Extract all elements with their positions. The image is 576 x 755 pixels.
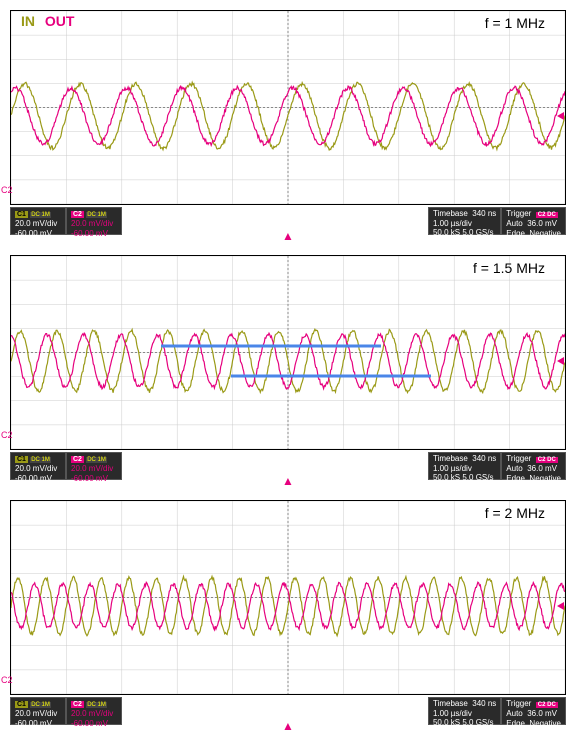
c2-info: C2 DC 1M 20.0 mV/div -60.00 mV — [66, 697, 122, 725]
trigger-marker-icon: ▲ — [282, 229, 294, 243]
ch2-marker: C2 — [1, 185, 13, 195]
freq-label: f = 1 MHz — [485, 15, 545, 31]
scope-panel-0: IN OUT f = 1 MHz C2 ▲ C1 DC 1M 20.0 mV/d — [10, 10, 566, 235]
c2-info: C2 DC 1M 20.0 mV/div -60.00 mV — [66, 207, 122, 235]
trigger-marker-icon: ▲ — [282, 719, 294, 733]
scope-svg — [11, 256, 565, 449]
scope-svg — [11, 501, 565, 694]
c1-info: C1 DC 1M 20.0 mV/div -60.00 mV — [10, 452, 66, 480]
trigger-info: Trigger C2 DC Auto 36.0 mV Edge Negative — [501, 452, 566, 480]
trigger-info: Trigger C2 DC Auto 36.0 mV Edge Negative — [501, 697, 566, 725]
timebase-info: Timebase 340 ns 1.00 µs/div 50.0 kS 5.0 … — [428, 452, 501, 480]
timebase-info: Timebase 340 ns 1.00 µs/div 50.0 kS 5.0 … — [428, 207, 501, 235]
c2-info: C2 DC 1M 20.0 mV/div -60.00 mV — [66, 452, 122, 480]
trigger-marker-icon: ▲ — [282, 474, 294, 488]
legend: IN OUT — [21, 13, 74, 29]
scope-svg — [11, 11, 565, 204]
ch2-marker: C2 — [1, 430, 13, 440]
scope-panel-2: f = 2 MHz C2 ▲ C1 DC 1M 20.0 mV/div -60.… — [10, 500, 566, 725]
scope-screen: f = 2 MHz C2 — [10, 500, 566, 695]
c1-info: C1 DC 1M 20.0 mV/div -60.00 mV — [10, 697, 66, 725]
freq-label: f = 1.5 MHz — [473, 260, 545, 276]
legend-out: OUT — [45, 13, 75, 29]
scope-panel-1: f = 1.5 MHz C2 ▲ C1 DC 1M 20.0 mV/div — [10, 255, 566, 480]
scope-screen: IN OUT f = 1 MHz C2 — [10, 10, 566, 205]
ch2-marker: C2 — [1, 675, 13, 685]
legend-in: IN — [21, 13, 35, 29]
trigger-info: Trigger C2 DC Auto 36.0 mV Edge Negative — [501, 207, 566, 235]
scope-screen: f = 1.5 MHz C2 — [10, 255, 566, 450]
freq-label: f = 2 MHz — [485, 505, 545, 521]
timebase-info: Timebase 340 ns 1.00 µs/div 50.0 kS 5.0 … — [428, 697, 501, 725]
c1-info: C1 DC 1M 20.0 mV/div -60.00 mV — [10, 207, 66, 235]
